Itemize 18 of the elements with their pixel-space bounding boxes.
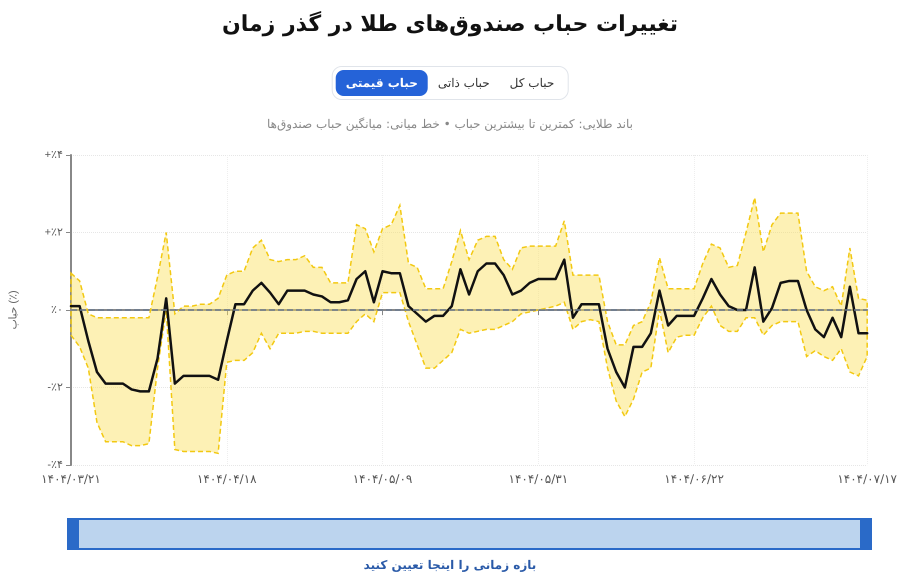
x-tick-label: ۱۴۰۴/۰۷/۱۷ xyxy=(837,472,898,486)
y-tick-label: +٪۲ xyxy=(44,226,63,238)
y-tick-label: +٪۴ xyxy=(44,149,63,161)
y-tick-label: -٪۲ xyxy=(47,382,63,394)
chart-subtitle: باند طلایی: کمترین تا بیشترین حباب • خط میانی: میانگین حباب صندوق‌ها xyxy=(266,117,634,131)
text: حباب ذاتی xyxy=(436,75,491,92)
x-tick-label: ۱۴۰۴/۰۵/۰۹ xyxy=(352,472,412,486)
chart-title: تغییرات حباب صندوق‌های طلا در گذر زمان xyxy=(221,12,679,37)
x-tick-label: ۱۴۰۴/۰۳/۲۱ xyxy=(41,472,101,486)
y-tick-label: -٪۴ xyxy=(47,459,63,471)
x-tick-label: ۱۴۰۴/۰۴/۱۸ xyxy=(196,472,258,486)
y-axis-title: حباب (٪) xyxy=(8,290,20,330)
text: بازه زمانی را اینجا تعیین کنید xyxy=(362,558,538,572)
text: حباب کل xyxy=(508,75,556,92)
y-tick-label: ٪۰ xyxy=(51,304,63,316)
x-tick-label: ۱۴۰۴/۰۵/۳۱ xyxy=(508,472,568,486)
text: حباب قیمتی xyxy=(336,70,428,96)
x-tick-label: ۱۴۰۴/۰۶/۲۲ xyxy=(664,472,724,486)
